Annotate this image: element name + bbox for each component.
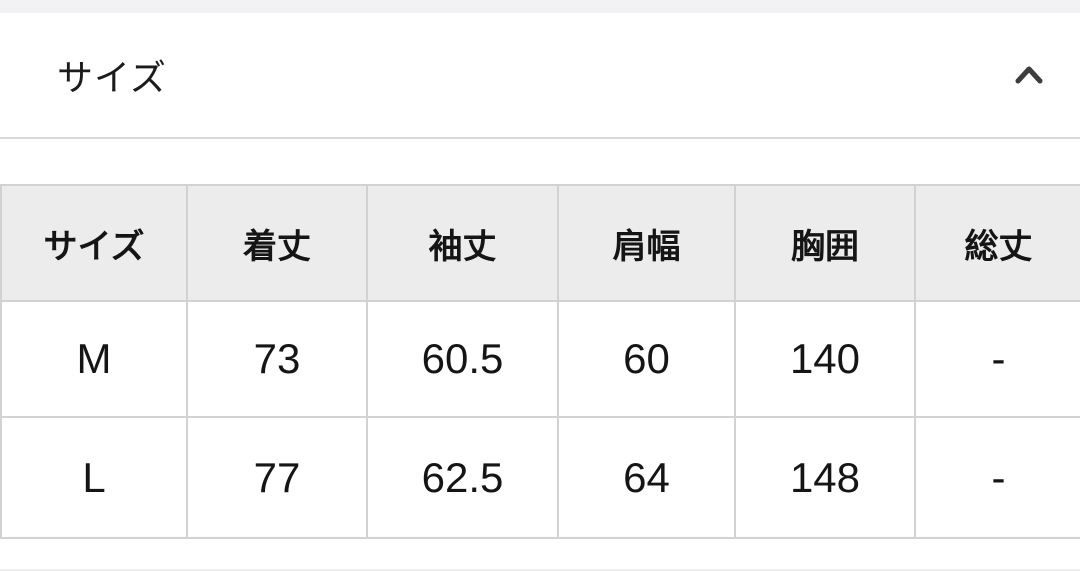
cell-total-length: -: [914, 416, 1080, 539]
bottom-hairline: [0, 569, 1080, 571]
cell-sleeve-length: 62.5: [366, 416, 559, 539]
section-spacer: [0, 139, 1080, 184]
cell-total-length: -: [914, 300, 1080, 418]
cell-shoulder-width: 60: [557, 300, 736, 418]
cell-shoulder-width: 64: [557, 416, 736, 539]
col-header-total-length: 総丈: [914, 184, 1080, 302]
cell-chest: 140: [734, 300, 916, 418]
cell-size-label: L: [0, 416, 188, 539]
size-spec-table: サイズ 着丈 袖丈 肩幅 胸囲 総丈 M 73 60.5 60 140 - L …: [0, 184, 1080, 539]
table-row-m: M 73 60.5 60 140 -: [0, 300, 1080, 418]
cell-chest: 148: [734, 416, 916, 539]
chevron-up-icon[interactable]: [1015, 64, 1043, 86]
col-header-chest: 胸囲: [734, 184, 916, 302]
col-header-shoulder-width: 肩幅: [557, 184, 736, 302]
col-header-sleeve-length: 袖丈: [366, 184, 559, 302]
col-header-body-length: 着丈: [186, 184, 368, 302]
table-header-row: サイズ 着丈 袖丈 肩幅 胸囲 総丈: [0, 184, 1080, 302]
cell-body-length: 77: [186, 416, 368, 539]
col-header-size: サイズ: [0, 184, 188, 302]
size-section-header[interactable]: サイズ: [0, 13, 1080, 139]
cell-sleeve-length: 60.5: [366, 300, 559, 418]
table-row-l: L 77 62.5 64 148 -: [0, 416, 1080, 539]
top-divider-strip: [0, 0, 1080, 13]
cell-body-length: 73: [186, 300, 368, 418]
cell-size-label: M: [0, 300, 188, 418]
size-section-title: サイズ: [57, 57, 167, 98]
